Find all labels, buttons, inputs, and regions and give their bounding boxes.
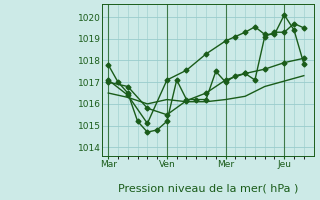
- Text: Pression niveau de la mer( hPa ): Pression niveau de la mer( hPa ): [118, 183, 298, 193]
